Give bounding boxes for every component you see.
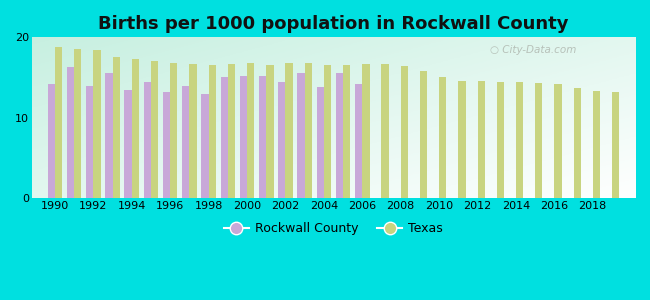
Title: Births per 1000 population in Rockwall County: Births per 1000 population in Rockwall C…: [98, 15, 569, 33]
Bar: [259, 76, 266, 198]
Bar: [151, 61, 159, 198]
Bar: [317, 87, 324, 198]
Bar: [362, 64, 370, 198]
Bar: [247, 63, 254, 198]
Bar: [240, 76, 247, 198]
Bar: [266, 64, 274, 198]
Bar: [324, 64, 331, 198]
Bar: [336, 74, 343, 198]
Bar: [554, 84, 562, 198]
Bar: [382, 64, 389, 198]
Bar: [278, 82, 285, 198]
Bar: [67, 67, 74, 198]
Bar: [74, 50, 81, 198]
Bar: [573, 88, 581, 198]
Bar: [94, 50, 101, 198]
Bar: [355, 84, 362, 198]
Bar: [112, 57, 120, 198]
Bar: [105, 74, 112, 198]
Bar: [163, 92, 170, 198]
Bar: [227, 64, 235, 198]
Bar: [439, 77, 447, 198]
Legend: Rockwall County, Texas: Rockwall County, Texas: [218, 217, 448, 240]
Bar: [209, 64, 216, 198]
Bar: [285, 63, 293, 198]
Bar: [202, 94, 209, 198]
Bar: [220, 77, 228, 198]
Bar: [297, 74, 305, 198]
Bar: [420, 71, 427, 198]
Bar: [478, 81, 485, 198]
Bar: [305, 63, 312, 198]
Bar: [170, 63, 177, 198]
Bar: [400, 66, 408, 198]
Bar: [593, 91, 600, 198]
Bar: [497, 82, 504, 198]
Bar: [343, 64, 350, 198]
Bar: [55, 47, 62, 198]
Bar: [132, 59, 139, 198]
Bar: [182, 85, 189, 198]
Bar: [516, 82, 523, 198]
Bar: [458, 81, 465, 198]
Bar: [612, 92, 619, 198]
Text: ○ City-Data.com: ○ City-Data.com: [490, 45, 577, 56]
Bar: [125, 90, 132, 198]
Bar: [189, 64, 197, 198]
Bar: [144, 82, 151, 198]
Bar: [86, 85, 94, 198]
Bar: [47, 84, 55, 198]
Bar: [535, 83, 542, 198]
